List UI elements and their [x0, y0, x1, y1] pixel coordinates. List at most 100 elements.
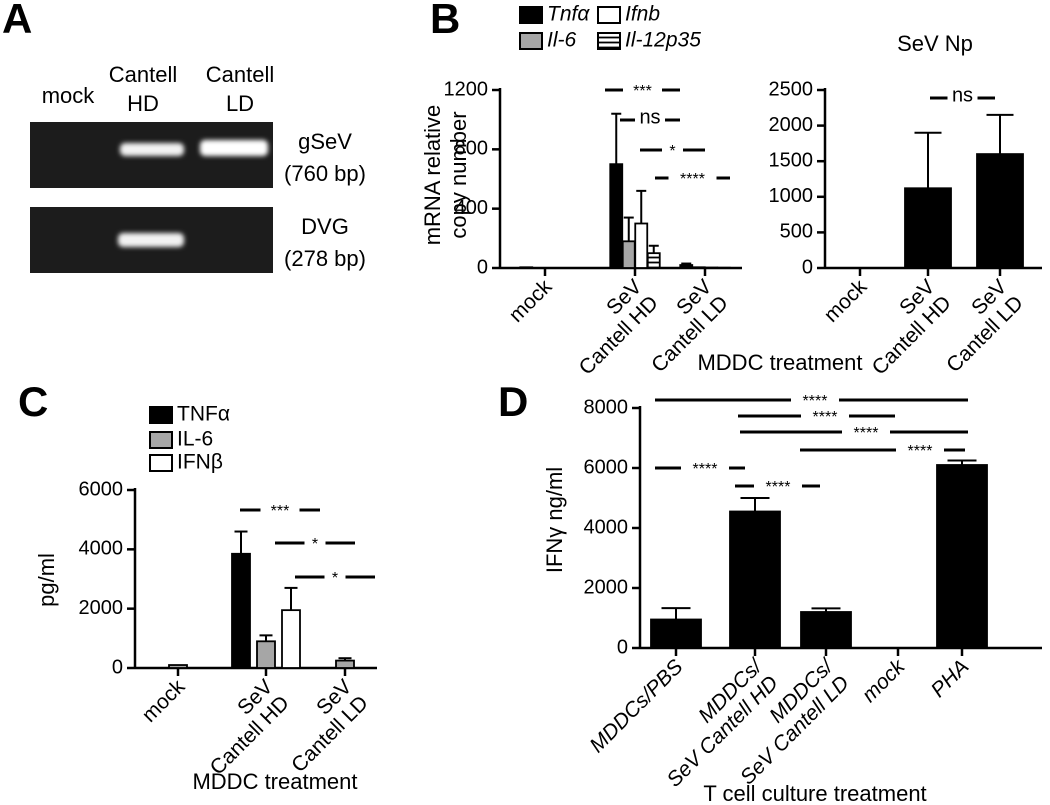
y-tick-label: 0	[617, 636, 628, 658]
y-tick-label: 1000	[769, 185, 814, 207]
bar	[904, 187, 952, 269]
lane-label: LD	[226, 91, 254, 116]
x-tick-label-group: mock	[858, 654, 911, 707]
bar	[646, 252, 661, 269]
y-tick-label: 800	[455, 138, 488, 160]
y-tick-label: 2000	[79, 597, 124, 619]
lane-label: mock	[42, 83, 96, 108]
x-tick-label-group: mock	[505, 275, 557, 327]
y-tick-label: 0	[112, 656, 123, 678]
error-bar	[284, 586, 298, 611]
significance-label: *	[312, 536, 318, 553]
x-tick-label: PHA	[927, 655, 974, 702]
legend-label: TNFα	[177, 403, 230, 426]
y-tick-label: 8000	[584, 396, 629, 418]
x-tick-label: mock	[505, 275, 557, 327]
error-bar	[914, 131, 942, 189]
panel-label: C	[18, 378, 48, 425]
error-bar	[681, 262, 692, 266]
bar	[691, 266, 706, 269]
bar	[800, 611, 852, 649]
panel-label: B	[430, 0, 460, 42]
x-tick-label-group: MDDCs/PBS	[585, 655, 687, 757]
error-bar	[611, 112, 622, 165]
y-tick-label: 1500	[769, 149, 814, 171]
bar	[519, 266, 534, 269]
legend-label: Il-6	[547, 29, 576, 52]
bar	[936, 464, 988, 649]
panel-a: A mock Cantell HD Cantell LD gSeV (760 b…	[2, 0, 366, 273]
y-axis-title: mRNA relative	[420, 105, 445, 246]
x-tick-label: MDDCs/PBS	[585, 655, 687, 757]
x-axis-title: MDDC treatment	[697, 350, 862, 375]
bar	[281, 609, 301, 669]
y-axis-title-group: mRNA relative copy number	[420, 105, 471, 246]
significance-label: ns	[952, 84, 973, 106]
y-tick-label: 6000	[584, 456, 629, 478]
legend-swatch	[597, 6, 621, 24]
bar	[168, 664, 188, 669]
y-axis-title: copy number	[446, 111, 471, 238]
y-tick-label: 0	[802, 256, 813, 278]
y-tick-label: 2000	[769, 114, 814, 136]
chart-title: SeV Np	[897, 31, 973, 56]
legend-swatch	[597, 32, 621, 50]
legend-label: Ifnb	[625, 3, 660, 26]
bar	[679, 264, 694, 269]
x-tick-label: mock	[858, 654, 911, 707]
bar	[634, 222, 649, 269]
panel-label: D	[498, 378, 528, 425]
significance-label: ****	[908, 443, 933, 460]
significance-label: ns	[639, 106, 660, 128]
y-axis-title: IFNγ ng/ml	[542, 467, 567, 573]
band-label: gSeV	[298, 129, 352, 154]
bar	[256, 640, 276, 669]
x-tick-label-group: mock	[820, 275, 872, 327]
x-tick-label: mock	[820, 275, 872, 327]
x-axis-title: T cell culture treatment	[703, 781, 926, 805]
x-tick-label-group: mock	[138, 675, 190, 727]
gel-band	[118, 233, 184, 247]
x-axis-title: MDDC treatment	[192, 769, 357, 794]
significance-label: ****	[803, 393, 828, 410]
significance-label: *	[332, 570, 338, 587]
y-axis-title: pg/ml	[34, 553, 59, 607]
significance-label: ***	[633, 83, 652, 100]
gel-band	[120, 143, 184, 156]
y-axis-title-group: IFNγ ng/ml	[542, 467, 567, 573]
lane-label: Cantell	[206, 62, 274, 87]
lane-label: Cantell	[109, 62, 177, 87]
significance-label: ****	[813, 409, 838, 426]
significance-label: ****	[680, 171, 705, 188]
bar	[976, 153, 1024, 269]
band-label: (760 bp)	[284, 161, 366, 186]
legend-swatch	[519, 6, 543, 24]
band-label: (278 bp)	[284, 246, 366, 271]
legend-label: Tnfα	[547, 3, 590, 26]
error-bar	[259, 634, 273, 642]
y-axis-title-group: pg/ml	[34, 553, 59, 607]
legend-swatch	[149, 431, 173, 449]
significance-label: ****	[693, 461, 718, 478]
y-tick-label: 0	[477, 256, 488, 278]
error-bar	[811, 607, 841, 612]
y-tick-label: 4000	[584, 516, 629, 538]
y-tick-label: 4000	[79, 538, 124, 560]
y-tick-label: 400	[455, 197, 488, 219]
chart-panel: SeV Np 0 500 1000 1500 2000 2500 mock SeVCantell…	[769, 31, 1042, 380]
band-label: DVG	[301, 214, 349, 239]
error-bar	[338, 657, 352, 661]
bar	[650, 618, 702, 649]
legend-swatch	[149, 454, 173, 472]
legend-label: IL-6	[177, 428, 213, 451]
x-tick-label: mock	[138, 675, 190, 727]
error-bar	[623, 216, 634, 242]
lane-label: HD	[127, 91, 159, 116]
legend-label: IFNβ	[177, 451, 223, 474]
bar	[729, 510, 781, 649]
significance-label: *	[669, 143, 675, 160]
